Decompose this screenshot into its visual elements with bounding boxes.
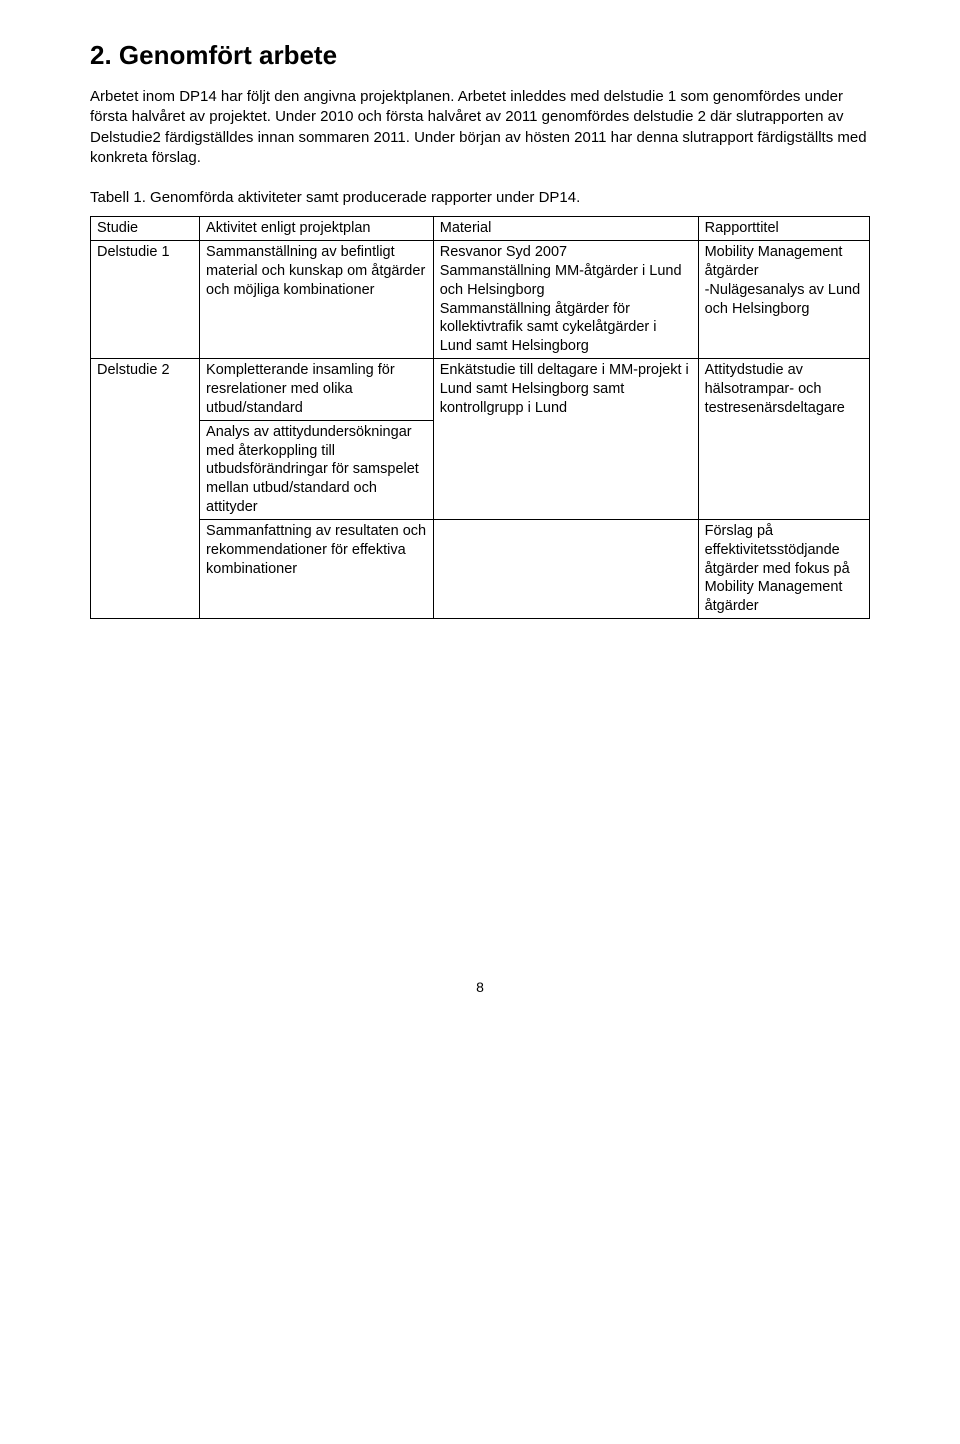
cell-material-1: Resvanor Syd 2007Sammanställning MM-åtgä… (433, 241, 698, 359)
cell-rapport-2a: Attitydstudie av hälsotrampar- och testr… (698, 359, 869, 520)
activities-table: Studie Aktivitet enligt projektplan Mate… (90, 216, 870, 619)
body-paragraph-1: Arbetet inom DP14 har följt den angivna … (90, 87, 870, 168)
cell-studie-1: Delstudie 1 (91, 241, 200, 359)
cell-studie-2: Delstudie 2 (91, 359, 200, 619)
table-header-row: Studie Aktivitet enligt projektplan Mate… (91, 217, 870, 241)
cell-aktivitet-2a: Kompletterande insamling för resrelation… (200, 359, 434, 421)
cell-aktivitet-2c: Sammanfattning av resultaten och rekomme… (200, 519, 434, 618)
cell-rapport-2c: Förslag på effektivitetsstödjande åtgärd… (698, 519, 869, 618)
cell-rapport-1: Mobility Management åtgärder-Nulägesanal… (698, 241, 869, 359)
page-number: 8 (90, 979, 870, 995)
cell-aktivitet-1: Sammanställning av befintligt material o… (200, 241, 434, 359)
cell-material-2a: Enkätstudie till deltagare i MM-projekt … (433, 359, 698, 520)
table-caption: Tabell 1. Genomförda aktiviteter samt pr… (90, 188, 870, 208)
header-material: Material (433, 217, 698, 241)
table-row: Delstudie 2 Kompletterande insamling för… (91, 359, 870, 421)
cell-aktivitet-2b: Analys av attitydundersökningar med åter… (200, 420, 434, 519)
table-row: Sammanfattning av resultaten och rekomme… (91, 519, 870, 618)
header-aktivitet: Aktivitet enligt projektplan (200, 217, 434, 241)
table-row: Delstudie 1 Sammanställning av befintlig… (91, 241, 870, 359)
header-studie: Studie (91, 217, 200, 241)
header-rapporttitel: Rapporttitel (698, 217, 869, 241)
section-heading: 2. Genomfört arbete (90, 40, 870, 71)
cell-material-2c (433, 519, 698, 618)
